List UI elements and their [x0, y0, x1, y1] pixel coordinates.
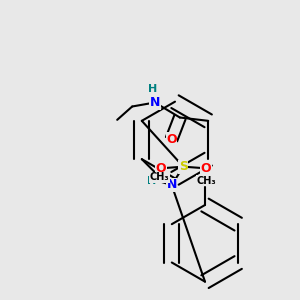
Text: O: O — [201, 162, 211, 175]
Text: O: O — [166, 133, 177, 146]
Text: O: O — [155, 162, 166, 175]
Text: CH₃: CH₃ — [197, 176, 217, 186]
Text: CH₃: CH₃ — [150, 172, 169, 182]
Text: N: N — [167, 178, 177, 191]
Text: H: H — [147, 176, 156, 186]
Text: N: N — [150, 96, 160, 109]
Text: S: S — [179, 160, 188, 173]
Text: H: H — [148, 84, 157, 94]
